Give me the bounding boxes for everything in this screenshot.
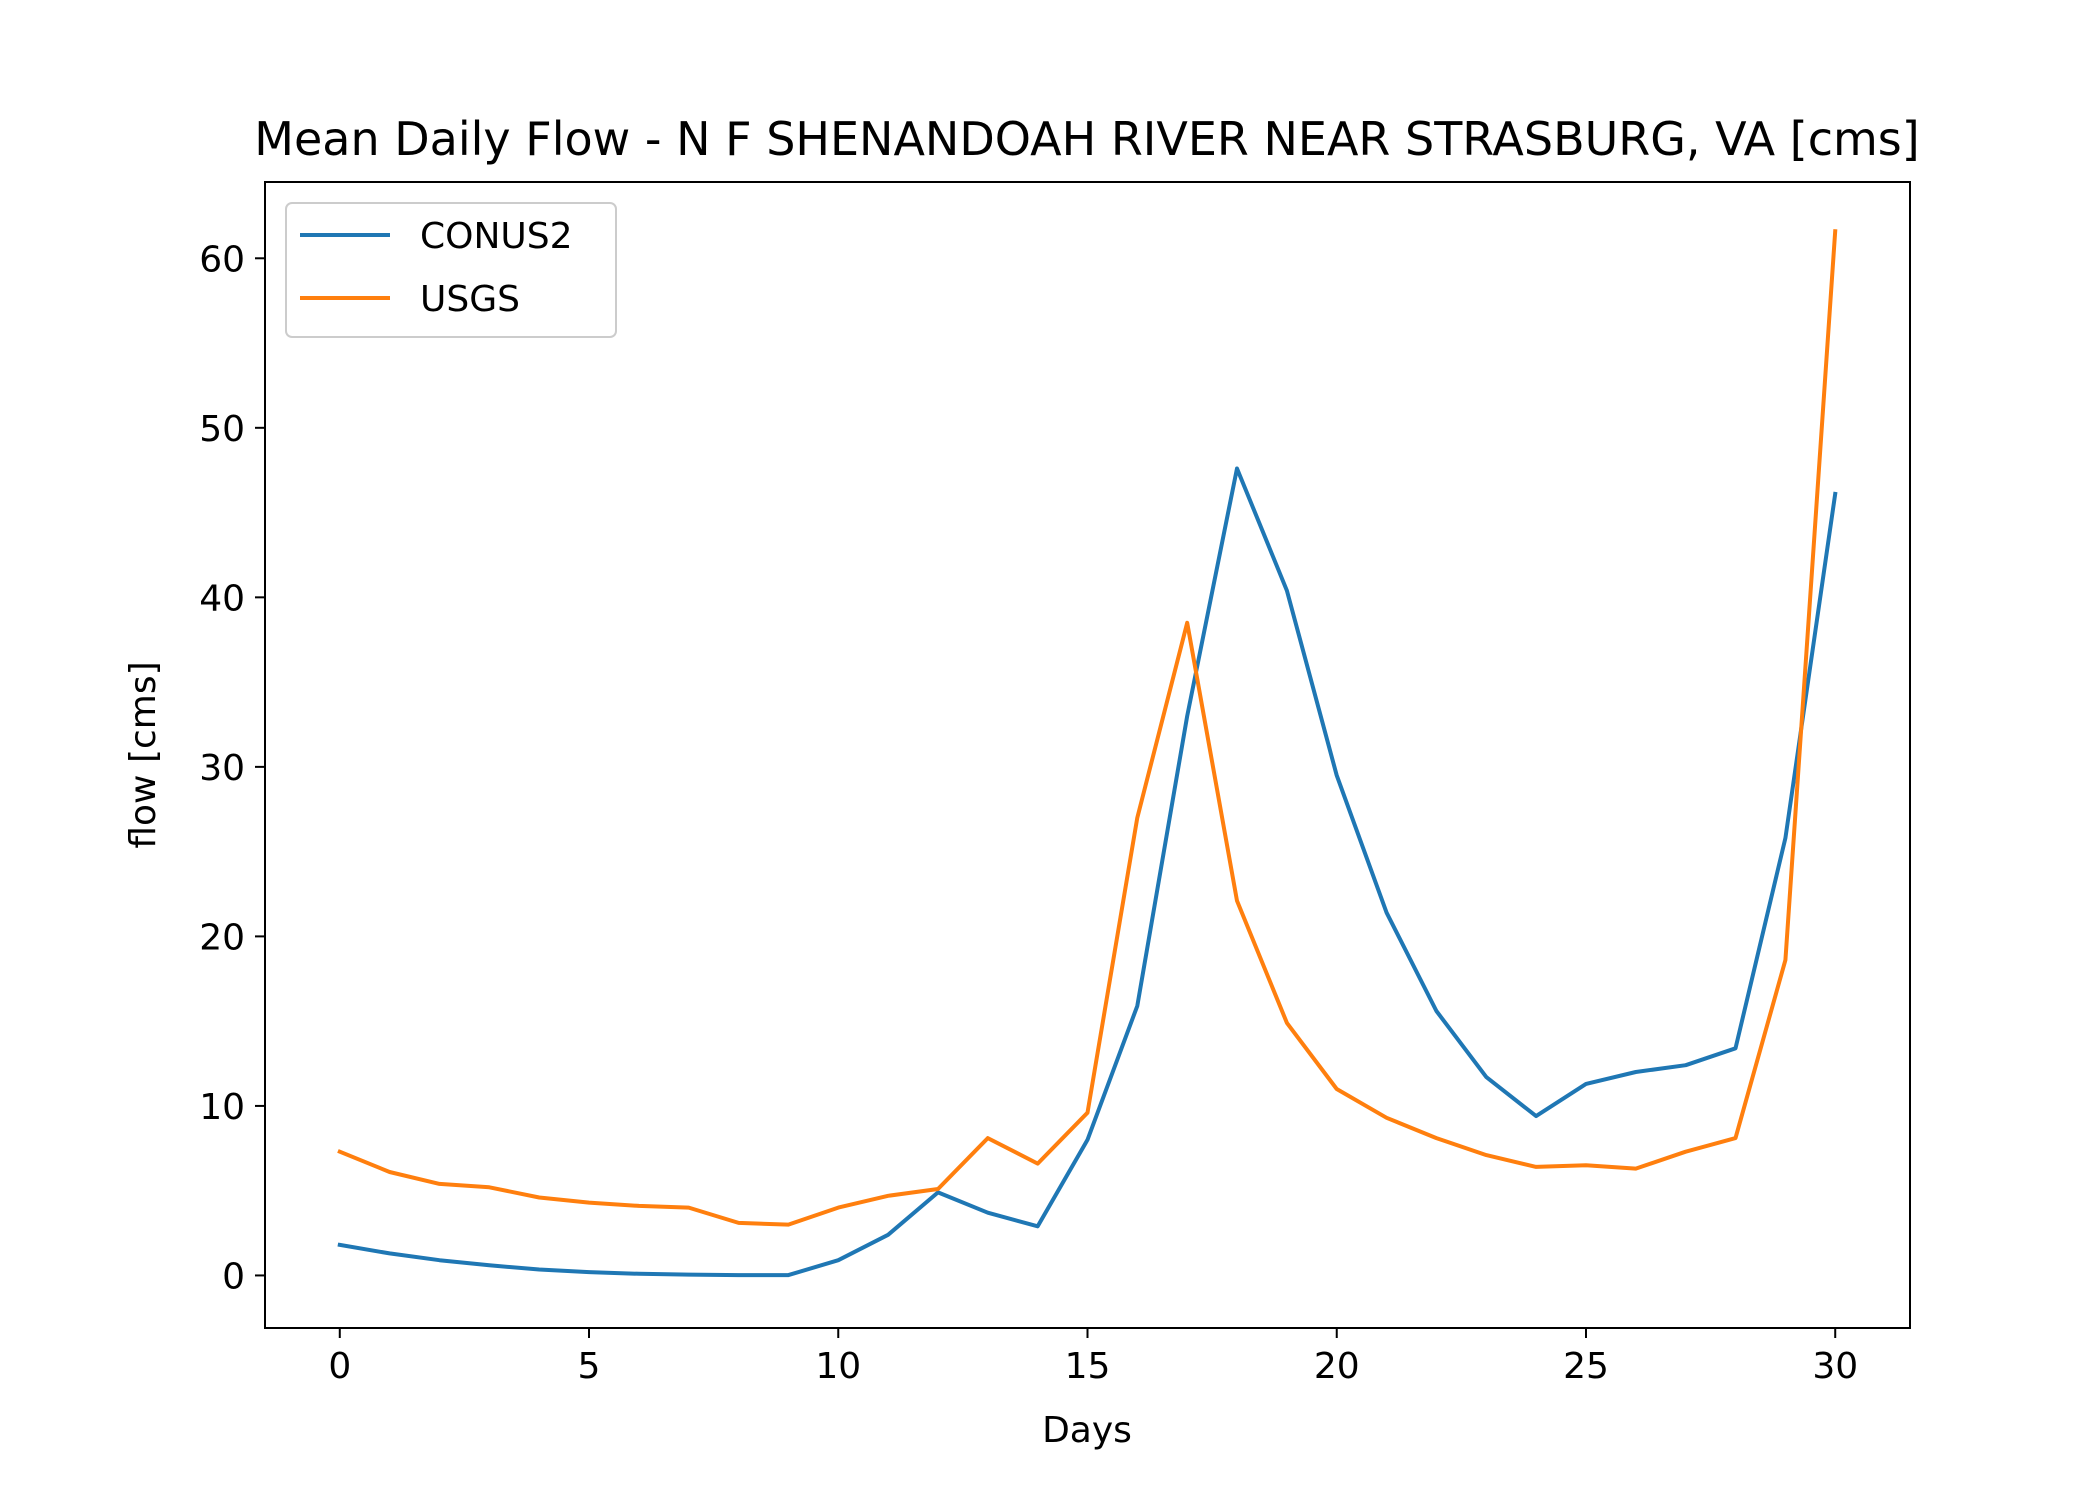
x-tick-label: 10 xyxy=(815,1346,861,1387)
x-axis-label: Days xyxy=(1042,1410,1132,1451)
legend-label-usgs: USGS xyxy=(420,279,520,320)
chart-title: Mean Daily Flow - N F SHENANDOAH RIVER N… xyxy=(254,112,1919,166)
y-tick-label: 0 xyxy=(222,1256,245,1297)
y-tick-label: 10 xyxy=(199,1087,245,1128)
y-tick-label: 60 xyxy=(199,239,245,280)
y-axis-label: flow [cms] xyxy=(123,661,164,848)
x-tick-label: 5 xyxy=(578,1346,601,1387)
plot-lines xyxy=(337,229,1838,1278)
y-tick-label: 40 xyxy=(199,578,245,619)
x-tick-label: 25 xyxy=(1563,1346,1609,1387)
x-axis: 0 5 10 15 20 25 30 xyxy=(328,1328,1858,1387)
y-tick-label: 20 xyxy=(199,917,245,958)
legend-label-conus2: CONUS2 xyxy=(420,216,573,257)
y-axis: 0 10 20 30 40 50 60 xyxy=(199,239,265,1297)
x-tick-label: 15 xyxy=(1065,1346,1111,1387)
series-line-usgs xyxy=(337,229,1838,1227)
y-tick-label: 50 xyxy=(199,409,245,450)
x-tick-label: 30 xyxy=(1812,1346,1858,1387)
series-line-conus2 xyxy=(337,466,1838,1278)
legend: CONUS2 USGS xyxy=(285,202,617,338)
x-tick-label: 20 xyxy=(1314,1346,1360,1387)
x-tick-label: 0 xyxy=(328,1346,351,1387)
y-tick-label: 30 xyxy=(199,748,245,789)
